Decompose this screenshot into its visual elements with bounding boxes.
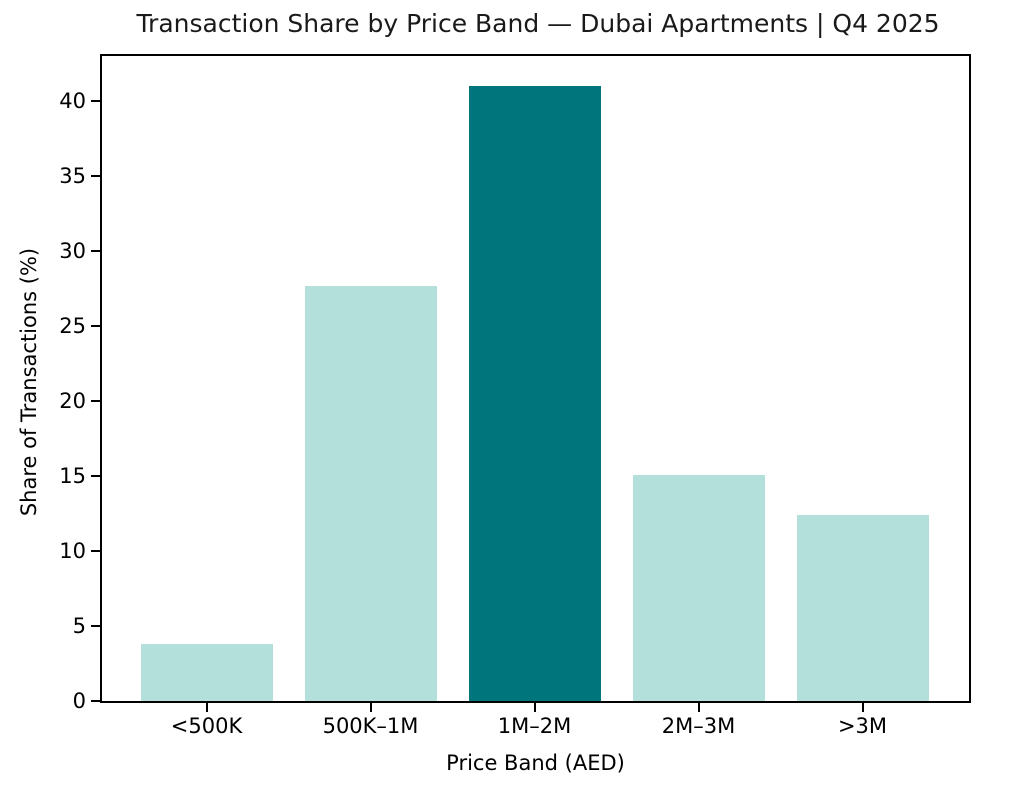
- y-tick-mark: [91, 325, 100, 327]
- y-tick-label: 20: [59, 388, 86, 413]
- x-tick-label-1M–2M: 1M–2M: [497, 714, 572, 738]
- y-tick-label: 40: [59, 88, 86, 113]
- x-tick-mark: [861, 703, 864, 712]
- y-tick-mark: [91, 625, 100, 627]
- y-axis-label: Share of Transactions (%): [17, 247, 41, 517]
- y-tick-mark: [91, 700, 100, 702]
- chart-title: Transaction Share by Price Band — Dubai …: [136, 9, 940, 38]
- x-tick-mark: [205, 703, 208, 712]
- x-tick-label-500K–1M: 500K–1M: [322, 714, 419, 738]
- y-tick-mark: [91, 175, 100, 177]
- x-tick-mark: [369, 703, 372, 712]
- bars-container: [102, 56, 969, 701]
- plot-area: [100, 54, 971, 703]
- x-tick-label-<500K: <500K: [170, 714, 243, 738]
- x-tick-label-2M–3M: 2M–3M: [661, 714, 736, 738]
- y-tick-label: 35: [59, 163, 86, 188]
- bar-1M–2M: [468, 86, 601, 701]
- y-tick-mark: [91, 400, 100, 402]
- y-tick-label: 10: [59, 538, 86, 563]
- y-tick-label: 25: [59, 313, 86, 338]
- bar-2M–3M: [632, 474, 765, 701]
- x-tick-label->3M: >3M: [837, 714, 888, 738]
- y-tick-label: 15: [59, 463, 86, 488]
- bar-<500K: [140, 644, 273, 701]
- bar->3M: [796, 515, 929, 701]
- x-axis-label: Price Band (AED): [446, 751, 625, 775]
- y-tick-mark: [91, 100, 100, 102]
- y-tick-label: 0: [72, 688, 86, 713]
- y-tick-mark: [91, 475, 100, 477]
- x-tick-mark: [697, 703, 700, 712]
- y-tick-mark: [91, 250, 100, 252]
- x-tick-mark: [533, 703, 536, 712]
- y-tick-label: 30: [59, 238, 86, 263]
- y-tick-label: 5: [72, 613, 86, 638]
- bar-500K–1M: [304, 285, 437, 701]
- y-tick-mark: [91, 550, 100, 552]
